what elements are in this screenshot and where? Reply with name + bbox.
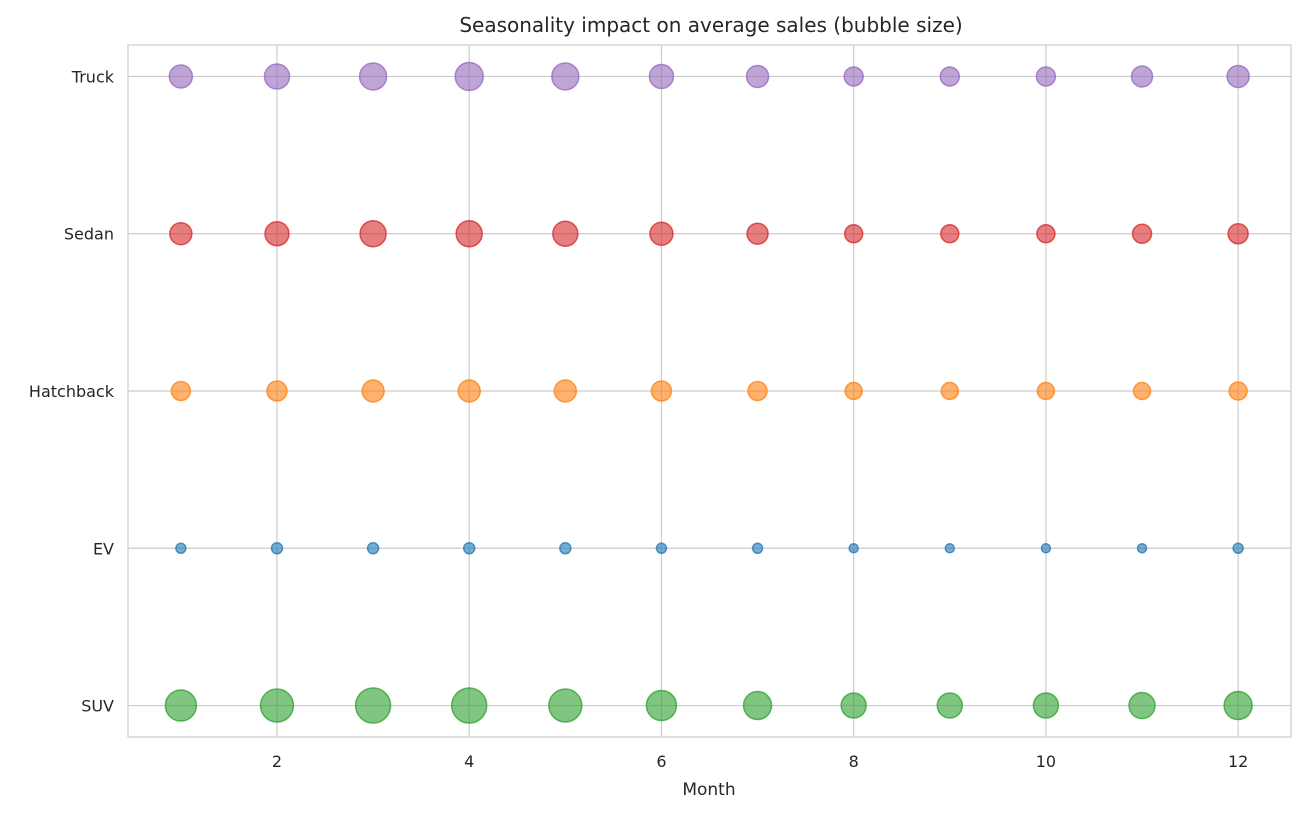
bubble-ev-month-4 [462, 542, 476, 555]
bubble-ev-month-2 [270, 542, 284, 555]
bubble-suv-month-11 [1128, 691, 1156, 720]
y-tick-label: Hatchback [29, 382, 115, 401]
bubble-ev-month-1 [175, 542, 187, 555]
y-tick-label: Sedan [64, 225, 114, 244]
bubble-ev-month-3 [366, 542, 380, 555]
bubble-sedan-month-3 [359, 219, 387, 248]
tick-labels: 2 4 6 8 10 12 SUV EV Hatchback Sedan Truck [29, 67, 1248, 771]
bubble-sedan-month-11 [1131, 223, 1153, 244]
bubble-sedan-month-8 [843, 223, 864, 244]
bubble-sedan-month-1 [169, 221, 193, 246]
bubble-sedan-month-5 [552, 220, 579, 247]
bubble-truck-month-4 [454, 61, 484, 92]
plot-area-frame [127, 44, 1292, 738]
bubble-suv-month-2 [259, 688, 295, 723]
bubble-suv-month-4 [450, 687, 488, 724]
bubble-suv-month-3 [354, 687, 392, 724]
bubble-hatchback-month-8 [844, 381, 863, 401]
bubble-ev-month-9 [944, 543, 956, 554]
bubble-sedan-month-6 [649, 221, 674, 246]
bubble-truck-month-7 [745, 64, 770, 89]
x-tick-label: 10 [1036, 752, 1056, 771]
bubble-truck-month-10 [1035, 66, 1057, 87]
bubble-suv-month-1 [164, 689, 198, 722]
bubble-suv-month-12 [1223, 690, 1253, 721]
bubble-truck-month-1 [168, 64, 194, 89]
bubble-ev-month-8 [848, 543, 859, 554]
x-tick-label: 4 [464, 752, 474, 771]
bubble-truck-month-11 [1130, 65, 1154, 88]
y-tick-label: EV [93, 539, 114, 558]
bubble-truck-month-6 [648, 63, 675, 90]
bubble-hatchback-month-10 [1036, 381, 1056, 401]
bubble-suv-month-8 [840, 692, 867, 719]
bubble-ev-month-10 [1040, 543, 1052, 554]
bubbles [164, 61, 1253, 724]
bubble-ev-month-5 [559, 542, 572, 555]
x-tick-label: 2 [272, 752, 282, 771]
y-tick-label: Truck [71, 67, 115, 86]
bubble-hatchback-month-5 [553, 379, 578, 403]
bubble-sedan-month-10 [1036, 223, 1056, 244]
bubble-hatchback-month-4 [457, 379, 481, 403]
bubble-hatchback-month-9 [940, 381, 960, 401]
bubble-hatchback-month-3 [361, 379, 385, 403]
x-axis-label: Month [682, 780, 735, 800]
chart-title: Seasonality impact on average sales (bub… [459, 13, 962, 37]
bubble-suv-month-9 [936, 692, 964, 719]
x-tick-label: 8 [849, 752, 859, 771]
x-tick-label: 6 [656, 752, 666, 771]
bubble-truck-month-12 [1226, 64, 1250, 89]
bubble-hatchback-month-12 [1228, 381, 1248, 401]
bubble-ev-month-7 [751, 542, 764, 555]
grid-lines [128, 45, 1291, 737]
bubble-ev-month-12 [1232, 542, 1244, 555]
bubble-truck-month-5 [551, 62, 580, 91]
bubble-truck-month-9 [939, 66, 961, 87]
bubble-suv-month-6 [645, 689, 678, 722]
bubble-hatchback-month-7 [747, 380, 768, 402]
bubble-sedan-month-9 [940, 223, 960, 244]
bubble-sedan-month-7 [746, 222, 769, 245]
x-tick-label: 12 [1228, 752, 1248, 771]
bubble-truck-month-2 [263, 63, 291, 90]
bubble-suv-month-7 [742, 690, 773, 721]
bubble-hatchback-month-11 [1132, 381, 1152, 401]
y-tick-label: SUV [81, 697, 114, 716]
bubble-hatchback-month-2 [266, 380, 288, 402]
bubble-sedan-month-4 [455, 219, 483, 248]
bubble-truck-month-3 [358, 62, 388, 91]
bubble-suv-month-5 [548, 688, 583, 723]
bubble-truck-month-8 [843, 66, 864, 87]
bubble-ev-month-6 [655, 542, 668, 555]
bubble-ev-month-11 [1136, 543, 1148, 554]
bubble-hatchback-month-1 [170, 380, 192, 402]
bubble-suv-month-10 [1032, 692, 1060, 719]
bubble-sedan-month-12 [1227, 222, 1249, 245]
bubble-sedan-month-2 [264, 220, 290, 247]
bubble-hatchback-month-6 [650, 380, 673, 402]
